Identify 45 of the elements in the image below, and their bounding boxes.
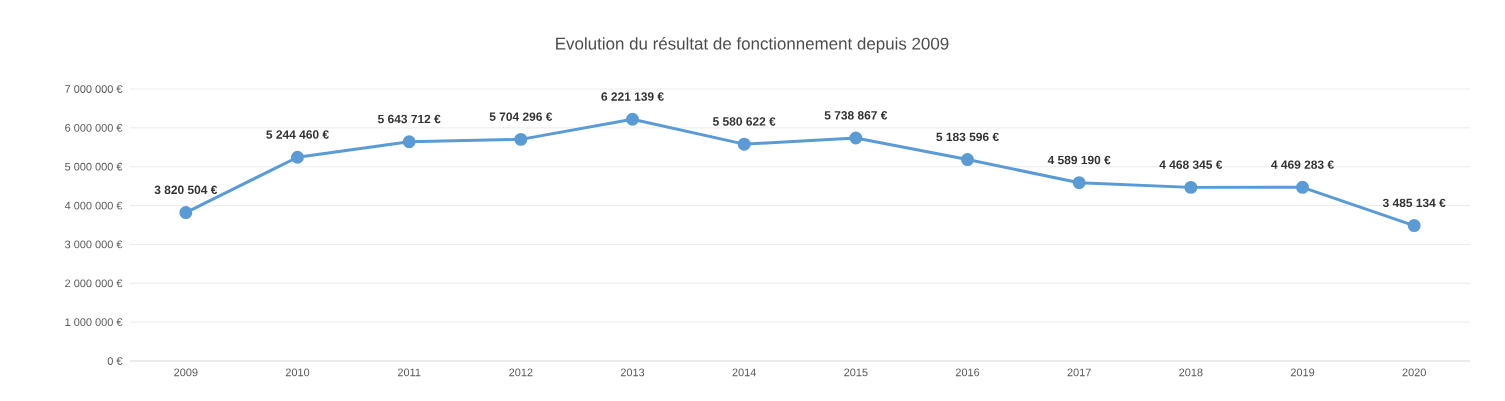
point xyxy=(626,112,639,126)
point xyxy=(179,206,193,220)
data-label: 5 244 460 € xyxy=(266,130,329,139)
y-tick-label: 0 € xyxy=(107,357,123,365)
point xyxy=(291,150,304,164)
data-label: 3 485 134 € xyxy=(1382,198,1446,208)
data-label: 5 643 712 € xyxy=(377,114,441,124)
x-tick-label: 2009 xyxy=(174,368,198,377)
data-label: 3 820 504 € xyxy=(154,185,218,195)
data-label: 5 580 622 € xyxy=(712,117,776,126)
data-label: 5 704 296 € xyxy=(489,112,553,121)
x-tick-label: 2020 xyxy=(1402,368,1426,377)
y-tick-label: 1 000 000 € xyxy=(65,318,123,327)
y-tick-label: 3 000 000 € xyxy=(65,240,123,249)
x-tick-label: 2011 xyxy=(397,368,421,377)
data-label: 4 468 345 € xyxy=(1159,160,1223,169)
data-label: 5 738 867 € xyxy=(824,111,888,120)
x-tick-label: 2019 xyxy=(1290,368,1315,377)
y-tick-label: 7 000 000 € xyxy=(65,85,123,93)
x-tick-label: 2010 xyxy=(285,368,310,377)
y-tick-label: 4 000 000 € xyxy=(64,201,123,210)
point xyxy=(737,137,751,151)
y-tick-label: 2 000 000 € xyxy=(65,279,123,288)
x-tick-label: 2012 xyxy=(509,368,533,377)
point xyxy=(1184,180,1198,194)
point xyxy=(1407,219,1421,233)
point xyxy=(514,132,528,146)
x-tick-label: 2018 xyxy=(1179,368,1203,377)
data-label: 5 183 596 € xyxy=(936,132,999,142)
x-tick-label: 2016 xyxy=(955,368,980,377)
point xyxy=(961,153,974,167)
data-label: 4 589 190 € xyxy=(1047,155,1111,165)
y-tick-label: 5 000 000 € xyxy=(65,162,123,171)
data-label: 4 469 283 € xyxy=(1271,160,1334,169)
data-label: 6 221 139 € xyxy=(601,92,664,101)
point xyxy=(1296,180,1309,194)
y-tick-label: 6 000 000 € xyxy=(65,123,123,132)
x-tick-label: 2015 xyxy=(844,368,868,377)
x-tick-label: 2014 xyxy=(732,368,757,377)
x-tick-label: 2017 xyxy=(1067,368,1091,377)
point xyxy=(849,131,863,145)
chart-title: Evolution du résultat de fonctionnement depuis 2009 xyxy=(556,37,949,53)
point xyxy=(402,135,416,149)
point xyxy=(1072,176,1086,190)
x-tick-label: 2013 xyxy=(620,368,645,377)
